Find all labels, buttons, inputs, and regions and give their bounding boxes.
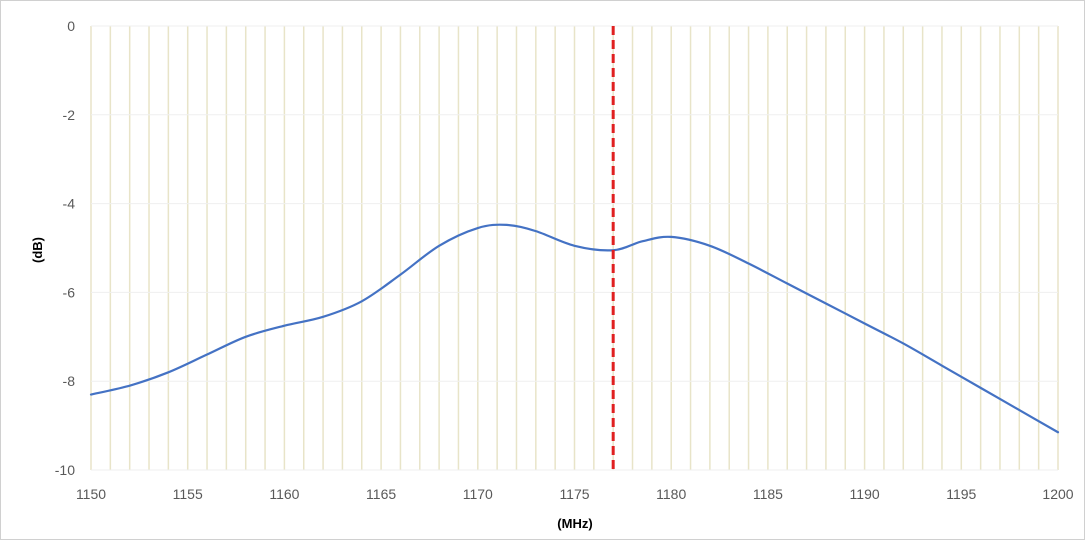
vertical-gridlines (90, 26, 1059, 470)
horizontal-gridlines (91, 25, 1058, 471)
y-tick-label: -8 (63, 373, 76, 389)
x-axis-ticks: 1150 1155 1160 1165 1170 1175 1180 1185 1190 1195… (76, 486, 1074, 502)
x-tick-label: 1175 (559, 486, 589, 502)
x-tick-label: 1170 (463, 486, 493, 502)
x-tick-label: 1155 (173, 486, 203, 502)
y-tick-label: -2 (63, 107, 76, 123)
y-tick-label: 0 (67, 18, 75, 34)
series-line (89, 223, 1060, 434)
x-tick-label: 1185 (753, 486, 783, 502)
x-tick-label: 1165 (366, 486, 396, 502)
x-tick-label: 1190 (850, 486, 880, 502)
x-tick-label: 1195 (946, 486, 976, 502)
x-tick-label: 1150 (76, 486, 106, 502)
y-axis-title: (dB) (30, 237, 45, 263)
series-layer (89, 223, 1060, 434)
y-tick-label: -6 (63, 284, 76, 300)
y-tick-label: -10 (55, 462, 75, 478)
x-tick-label: 1180 (656, 486, 686, 502)
y-axis-ticks: 0 -2 -4 -6 -8 -10 (55, 18, 75, 478)
x-tick-label: 1200 (1042, 486, 1073, 502)
y-tick-label: -4 (63, 196, 76, 212)
x-tick-label: 1160 (269, 486, 299, 502)
x-axis-title: (MHz) (557, 516, 592, 531)
